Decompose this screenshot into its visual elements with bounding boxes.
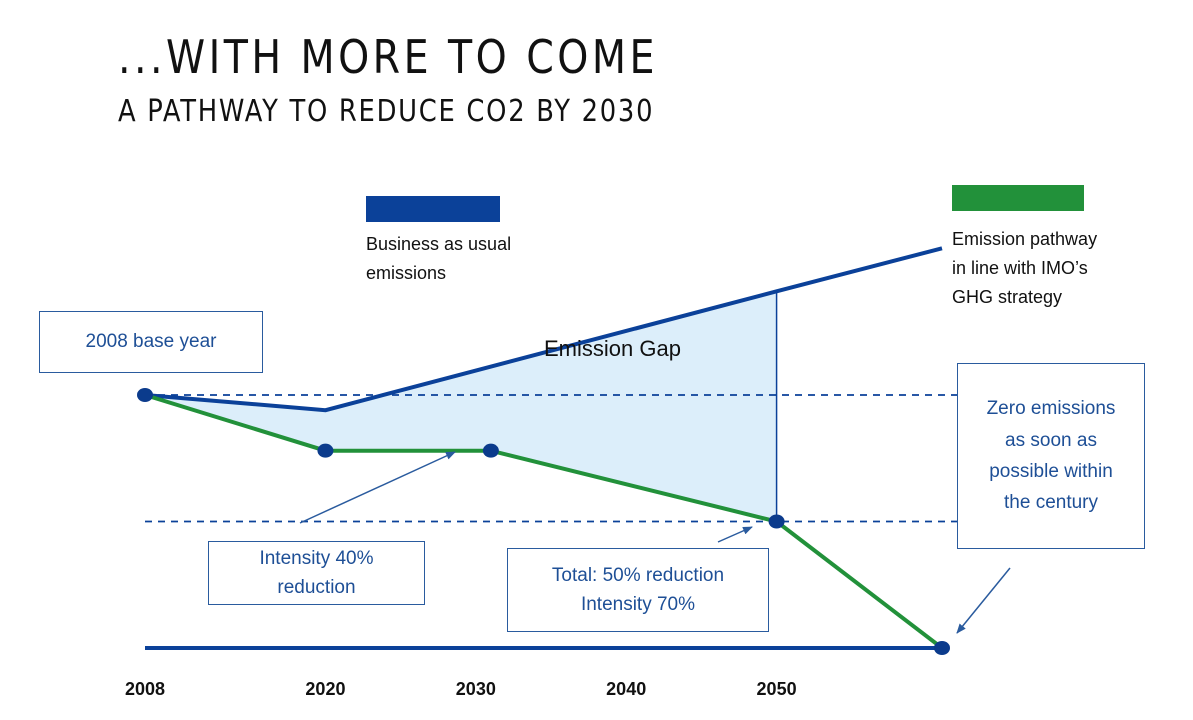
- pathway-legend-label: Emission pathway in line with IMO’s GHG …: [952, 229, 1098, 307]
- x-tick-label-2020: 2020: [305, 679, 345, 699]
- total50-arrow: [717, 526, 753, 543]
- pathway-legend-swatch: [952, 185, 1084, 211]
- page-title: ...WITH MORE TO COME: [118, 30, 658, 84]
- bau-legend-label: Business as usual emissions: [366, 234, 512, 283]
- pathway-marker-2008: [137, 388, 153, 402]
- intensity40-callout: Intensity 40% reduction: [208, 541, 425, 605]
- emission-gap-area: [145, 291, 777, 522]
- pathway-marker-2031: [482, 443, 499, 458]
- zero-arrow: [956, 567, 1011, 634]
- base-year-callout: 2008 base year: [39, 311, 263, 373]
- total50-callout: Total: 50% reduction Intensity 70%: [507, 548, 769, 632]
- x-tick-label-2050: 2050: [757, 679, 797, 699]
- x-tick-label-2008: 2008: [125, 679, 165, 699]
- bau-series-line: [144, 246, 943, 413]
- pathway-marker-2020: [317, 443, 334, 458]
- intensity40-arrow: [299, 451, 456, 524]
- x-tick-label-2030: 2030: [456, 679, 496, 699]
- pathway-marker-2050: [768, 514, 785, 529]
- gap-label: Emission Gap: [544, 336, 681, 361]
- page-subtitle: A PATHWAY TO REDUCE CO2 BY 2030: [118, 94, 655, 129]
- bau-legend-swatch: [366, 196, 500, 222]
- pathway-marker-2061: [934, 641, 950, 655]
- x-tick-label-2040: 2040: [606, 679, 646, 699]
- zero-emissions-callout: Zero emissions as soon as possible withi…: [957, 363, 1145, 549]
